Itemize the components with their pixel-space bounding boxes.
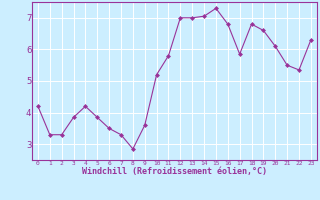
X-axis label: Windchill (Refroidissement éolien,°C): Windchill (Refroidissement éolien,°C)	[82, 167, 267, 176]
